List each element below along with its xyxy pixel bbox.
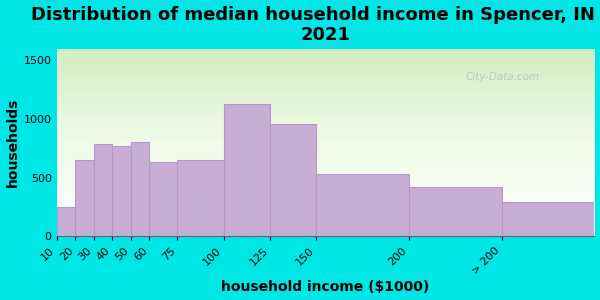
Text: City-Data.com: City-Data.com [466, 72, 539, 82]
Y-axis label: households: households [5, 98, 20, 187]
Bar [224, 104, 270, 236]
Bar [270, 124, 316, 236]
Bar [177, 160, 224, 236]
Bar [502, 202, 595, 236]
Bar [131, 142, 149, 236]
Bar [409, 187, 502, 236]
Bar [149, 162, 177, 236]
Bar [94, 144, 112, 236]
Bar [75, 160, 94, 236]
Bar [56, 207, 75, 236]
Bar [316, 174, 409, 236]
Bar [112, 146, 131, 236]
X-axis label: household income ($1000): household income ($1000) [221, 280, 430, 294]
Title: Distribution of median household income in Spencer, IN in
2021: Distribution of median household income … [31, 6, 600, 44]
